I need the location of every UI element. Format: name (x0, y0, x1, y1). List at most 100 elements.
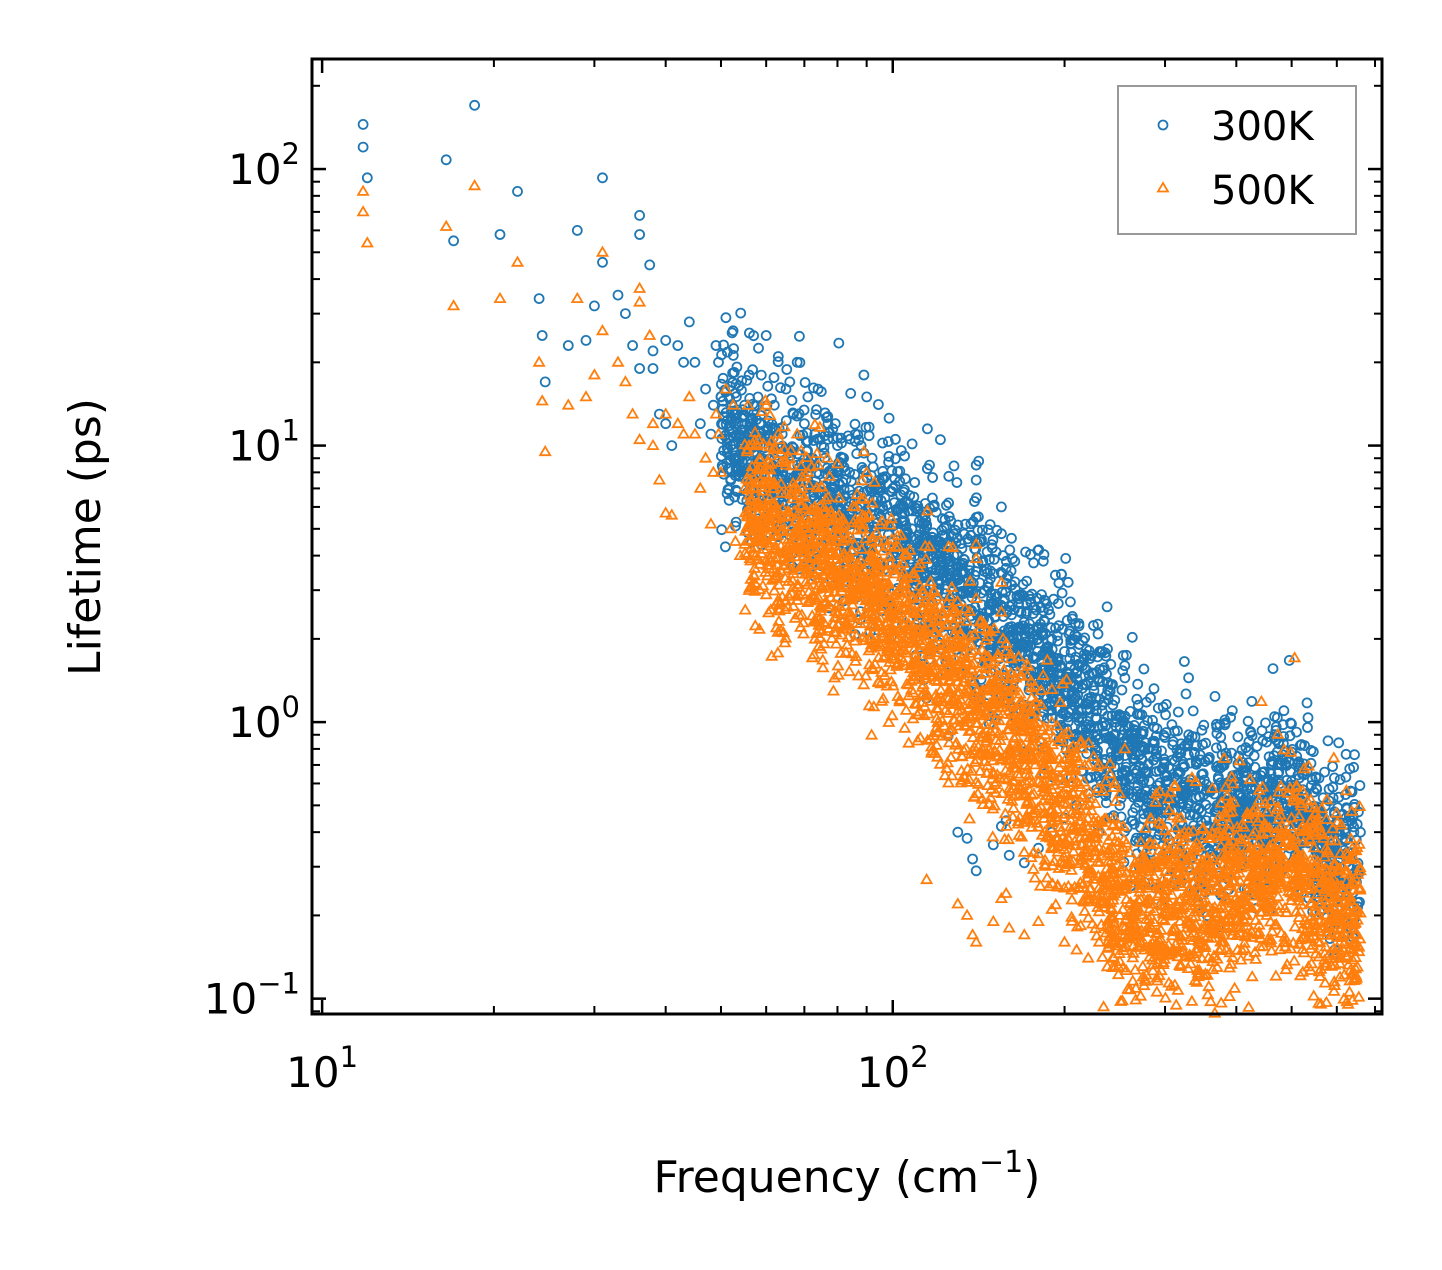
data-point-300k (818, 442, 830, 454)
data-point-500k (1313, 936, 1327, 948)
data-point-500k (1017, 845, 1031, 857)
data-point-300k (1065, 660, 1077, 672)
data-point-500k (1214, 839, 1228, 851)
data-point-300k (1152, 803, 1164, 815)
data-point-500k (1150, 985, 1164, 997)
data-point-500k (903, 543, 917, 555)
data-point-300k (877, 465, 889, 477)
data-point-300k (1053, 689, 1064, 700)
data-point-300k (1009, 576, 1021, 588)
data-point-500k (748, 425, 762, 437)
data-point-500k (1293, 933, 1308, 945)
data-point-500k (850, 487, 864, 499)
data-point-300k (1004, 544, 1016, 556)
data-point-300k (694, 418, 706, 430)
data-point-500k (1091, 781, 1105, 793)
data-point-300k (812, 383, 824, 395)
data-point-500k (1249, 952, 1263, 964)
data-point-300k (1133, 774, 1145, 785)
data-point-300k (1052, 635, 1064, 647)
data-point-300k (948, 528, 960, 540)
data-point-500k (1162, 792, 1176, 804)
data-point-500k (1095, 950, 1110, 962)
data-point-500k (1002, 781, 1017, 793)
data-point-500k (934, 690, 948, 703)
data-point-500k (770, 541, 784, 553)
data-point-300k (1033, 544, 1045, 556)
data-point-300k (844, 466, 855, 478)
data-point-500k (945, 769, 959, 781)
data-point-500k (1008, 684, 1022, 696)
data-point-300k (1282, 806, 1293, 817)
data-point-300k (827, 481, 839, 493)
data-point-500k (1074, 810, 1088, 822)
data-point-500k (1237, 936, 1251, 948)
data-point-500k (767, 584, 781, 596)
data-point-300k (811, 404, 822, 416)
data-point-300k (1121, 738, 1132, 750)
data-point-300k (1246, 696, 1258, 707)
data-point-300k (1130, 802, 1141, 814)
data-point-300k (647, 363, 659, 374)
data-point-300k (982, 524, 994, 536)
data-point-500k (1327, 856, 1341, 868)
data-point-500k (1222, 824, 1236, 836)
data-point-300k (1100, 720, 1111, 732)
data-point-500k (1166, 809, 1180, 821)
data-point-300k (716, 418, 727, 430)
data-point-300k (884, 485, 896, 497)
data-point-300k (1177, 788, 1189, 799)
data-point-300k (1185, 757, 1196, 769)
data-point-500k (973, 764, 987, 776)
data-point-500k (774, 446, 788, 458)
data-point-300k (900, 473, 911, 485)
data-point-300k (894, 465, 906, 477)
data-point-500k (919, 552, 933, 564)
data-point-500k (1175, 879, 1189, 891)
data-point-300k (1132, 678, 1144, 690)
data-point-500k (799, 501, 813, 514)
data-point-300k (781, 364, 793, 375)
data-point-300k (1329, 772, 1340, 784)
data-point-300k (922, 423, 933, 435)
data-point-300k (768, 372, 780, 384)
data-point-300k (1251, 740, 1263, 752)
data-point-300k (1209, 691, 1221, 702)
data-point-300k (1126, 631, 1138, 643)
data-point-500k (831, 659, 845, 671)
data-point-500k (1060, 673, 1074, 685)
data-point-300k (1256, 725, 1268, 736)
data-point-300k (1166, 754, 1178, 766)
data-point-500k (1065, 910, 1079, 922)
dense-cloud-500k (738, 393, 1367, 1018)
data-point-300k (1050, 622, 1061, 634)
data-point-300k (1066, 685, 1078, 697)
data-point-300k (741, 374, 753, 386)
data-point-300k (1017, 620, 1029, 632)
data-point-500k (1217, 751, 1231, 763)
data-point-500k (894, 528, 908, 540)
data-point-500k (1045, 682, 1059, 694)
data-point-300k (1035, 602, 1047, 613)
data-point-300k (1200, 737, 1212, 749)
data-point-300k (948, 460, 960, 472)
data-point-300k (1232, 788, 1244, 800)
data-point-300k (825, 466, 837, 478)
data-point-500k (1345, 993, 1359, 1005)
data-point-500k (891, 689, 905, 701)
data-point-300k (580, 334, 592, 346)
data-point-300k (1313, 772, 1325, 784)
data-point-300k (1018, 639, 1030, 651)
data-point-500k (1287, 954, 1301, 966)
data-point-300k (1211, 742, 1222, 754)
data-point-300k (1083, 645, 1095, 656)
data-point-500k (1190, 849, 1204, 861)
data-point-300k (1327, 761, 1338, 772)
data-point-500k (820, 451, 834, 463)
data-point-300k (960, 518, 971, 530)
data-point-500k (1286, 794, 1300, 806)
data-point-500k (998, 832, 1012, 844)
data-point-500k (802, 478, 816, 490)
data-point-300k (1140, 767, 1152, 778)
